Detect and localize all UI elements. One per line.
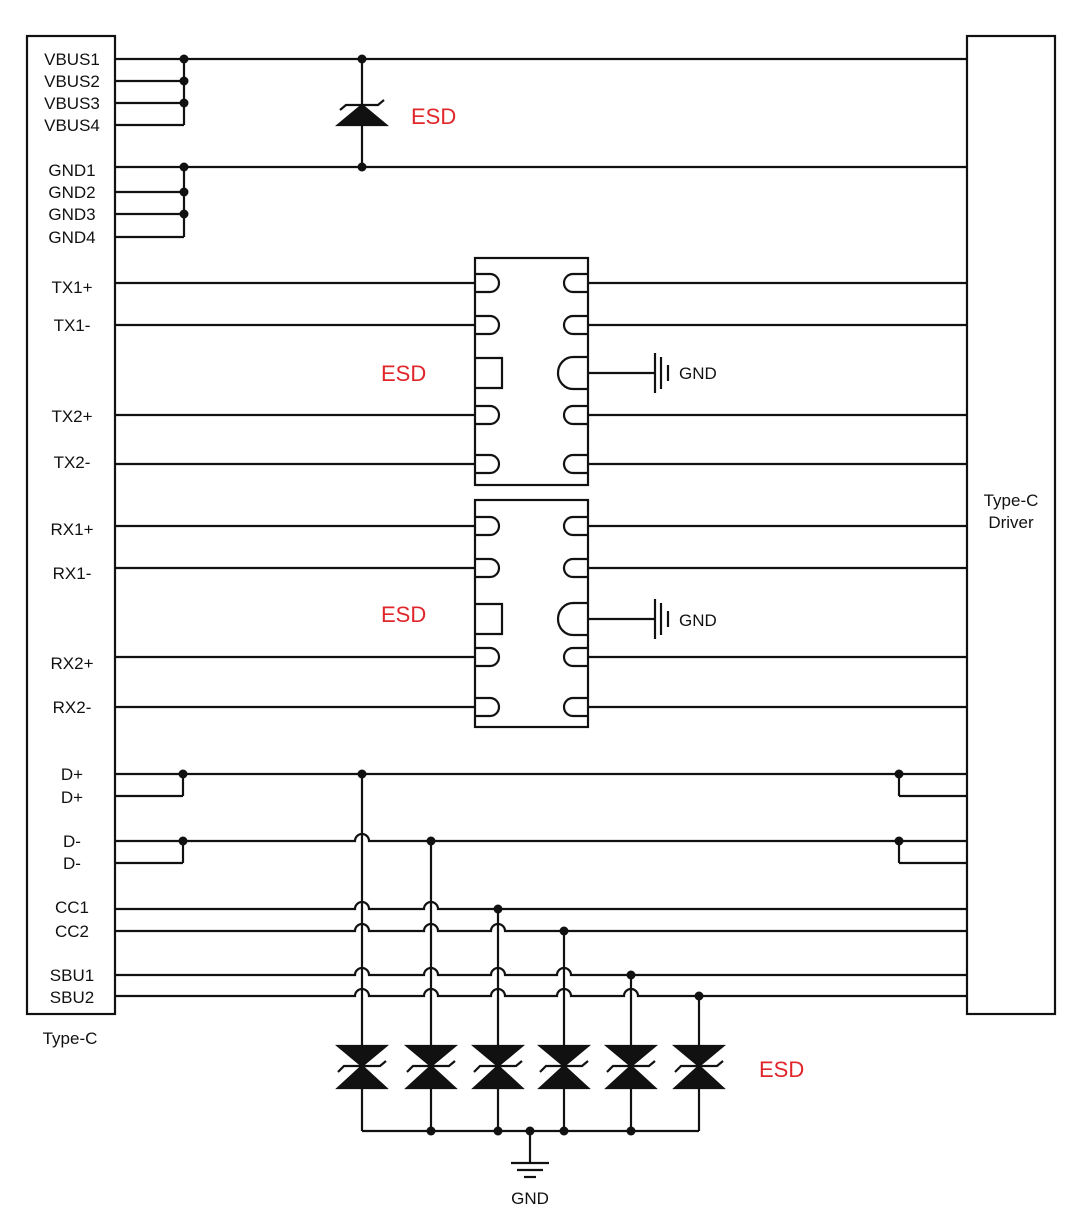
tvs-diode-bottom: [335, 1064, 389, 1090]
pin-label: D+: [61, 765, 83, 784]
connector-label: Type-C: [43, 1029, 98, 1048]
pin-bump-right: [562, 696, 588, 718]
pin-bump-right: [562, 515, 588, 537]
driver-label-line1: Type-C: [984, 491, 1039, 510]
signal-wire: [115, 900, 967, 911]
pin-bump-left: [475, 557, 501, 579]
esd-label-rx: ESD: [381, 602, 426, 627]
pin-label: GND3: [48, 205, 95, 224]
esd-label-bottom: ESD: [759, 1057, 804, 1082]
tvs-diode-top: [671, 1044, 727, 1068]
pin-label: VBUS2: [44, 72, 100, 91]
tvs-diode-bottom: [672, 1064, 726, 1090]
zener-bar: [473, 1060, 523, 1073]
pin-bump-gnd: [556, 355, 588, 391]
pin-bump-right: [562, 314, 588, 336]
junction-dot: [426, 1126, 436, 1136]
pin-label: VBUS3: [44, 94, 100, 113]
pin-bump-left: [475, 646, 501, 668]
esd-label-vbus: ESD: [411, 104, 456, 129]
tvs-diode-bottom: [537, 1064, 591, 1090]
pin-label: GND2: [48, 183, 95, 202]
junction-dot: [179, 162, 189, 172]
esd-array-tx: [473, 256, 590, 487]
gnd-label-tx: GND: [679, 364, 717, 383]
pin-bump-right: [562, 404, 588, 426]
signal-wire: [115, 922, 967, 933]
pin-label: RX2+: [51, 654, 94, 673]
pin-bump-gnd: [556, 601, 588, 637]
junction-dot: [179, 98, 189, 108]
pin-label: TX2-: [54, 453, 91, 472]
pin-bump-right: [562, 453, 588, 475]
pin-label: CC1: [55, 898, 89, 917]
pin-square: [475, 602, 504, 636]
tvs-diode-top: [403, 1044, 459, 1068]
gnd-label-rx: GND: [679, 611, 717, 630]
tvs-diode-top: [334, 1044, 390, 1068]
zener-bar: [337, 1060, 387, 1073]
junction-dot: [626, 1126, 636, 1136]
pin-label: RX2-: [53, 698, 92, 717]
pin-label: GND4: [48, 228, 95, 247]
junction-dot: [357, 162, 367, 172]
pin-bump-left: [475, 515, 501, 537]
driver-label-line2: Driver: [988, 513, 1034, 532]
tvs-diode-bottom: [404, 1064, 458, 1090]
zener-bar: [539, 1060, 589, 1073]
pin-label: RX1-: [53, 564, 92, 583]
signal-wire: [115, 966, 967, 977]
pin-label: SBU1: [50, 966, 94, 985]
tvs-diode-top: [470, 1044, 526, 1068]
pin-label: RX1+: [51, 520, 94, 539]
tvs-diode-bottom: [604, 1064, 658, 1090]
zener-bar: [674, 1060, 724, 1073]
junction-dot: [559, 1126, 569, 1136]
pin-label: GND1: [48, 161, 95, 180]
pin-bump-left: [475, 404, 501, 426]
pin-bump-right: [562, 646, 588, 668]
tvs-diode-top: [536, 1044, 592, 1068]
type-c-driver-box: [965, 34, 1057, 1016]
junction-dot: [179, 76, 189, 86]
esd-array-rx: [473, 498, 590, 729]
pin-bump-right: [562, 272, 588, 294]
pin-bump-left: [475, 314, 501, 336]
pin-label: CC2: [55, 922, 89, 941]
zener-bar: [339, 99, 385, 111]
pin-label: D+: [61, 788, 83, 807]
pin-bump-left: [475, 453, 501, 475]
pin-label: TX2+: [51, 407, 92, 426]
tvs-diode-vbus: [334, 103, 390, 127]
pin-label: VBUS1: [44, 50, 100, 69]
zener-bar: [406, 1060, 456, 1073]
signal-wire: [115, 832, 967, 843]
signal-wire: [115, 987, 967, 998]
pin-label: TX1+: [51, 278, 92, 297]
tvs-diode-top: [603, 1044, 659, 1068]
pin-label: D-: [63, 854, 81, 873]
pin-label: VBUS4: [44, 116, 100, 135]
tvs-diode-bottom: [471, 1064, 525, 1090]
pin-label: D-: [63, 832, 81, 851]
pin-square: [475, 356, 504, 390]
pin-label: TX1-: [54, 316, 91, 335]
junction-dot: [179, 54, 189, 64]
zener-bar: [606, 1060, 656, 1073]
pin-bump-right: [562, 557, 588, 579]
esd-label-tx: ESD: [381, 361, 426, 386]
gnd-label-bottom: GND: [511, 1189, 549, 1208]
type-c-connector-box: [25, 34, 117, 1016]
junction-dot: [179, 209, 189, 219]
junction-dot: [179, 187, 189, 197]
pin-bump-left: [475, 696, 501, 718]
pin-bump-left: [475, 272, 501, 294]
junction-dot: [357, 54, 367, 64]
junction-dot: [493, 1126, 503, 1136]
pin-label: SBU2: [50, 988, 94, 1007]
